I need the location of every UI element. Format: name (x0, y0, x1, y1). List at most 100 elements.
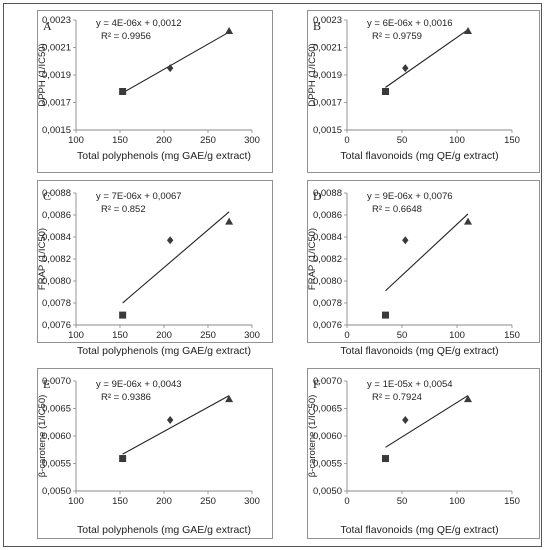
r-squared-label: R² = 0.9759 (372, 31, 422, 42)
y-tick-label: 0,0080 (42, 276, 71, 287)
r-squared-label: R² = 0.852 (101, 204, 146, 215)
trendline (385, 29, 469, 88)
x-axis-title: Total flavonoids (mg QE/g extract) (340, 345, 498, 357)
y-tick-label: 0,0065 (313, 404, 342, 415)
y-tick-label: 0,0019 (313, 70, 342, 81)
data-point-diamond (166, 64, 174, 73)
data-point-diamond (402, 64, 409, 73)
panel-C-frame (37, 180, 273, 343)
r-squared-label: R² = 0.7924 (372, 392, 422, 403)
data-point-square (382, 455, 389, 463)
r-squared-label: R² = 0.9386 (101, 392, 151, 403)
panel-letter: D (313, 189, 322, 203)
x-tick-label: 150 (112, 496, 128, 507)
x-tick-label: 200 (156, 135, 172, 146)
x-tick-label: 0 (344, 135, 349, 146)
y-tick-label: 0,0021 (42, 43, 71, 54)
data-point-diamond (402, 416, 409, 425)
data-point-diamond (402, 236, 409, 245)
y-tick-label: 0,0017 (313, 98, 342, 109)
panel-letter: C (43, 189, 51, 203)
trendline-equation: y = 9E-06x + 0,0076 (367, 191, 453, 202)
x-tick-label: 150 (112, 330, 128, 341)
y-tick-label: 0,0019 (42, 70, 71, 81)
x-tick-label: 100 (449, 496, 465, 507)
y-tick-label: 0,0078 (313, 298, 342, 309)
y-tick-label: 0,0015 (313, 125, 342, 136)
y-tick-label: 0,0076 (313, 320, 342, 331)
y-tick-label: 0,0017 (42, 98, 71, 109)
trendline-equation: y = 9E-06x + 0,0043 (96, 379, 182, 390)
x-tick-label: 100 (68, 330, 84, 341)
y-axis-title: DPPH (1/IC50) (307, 43, 318, 106)
x-axis-title: Total flavonoids (mg QE/g extract) (340, 150, 498, 162)
y-tick-label: 0,0023 (313, 15, 342, 26)
x-tick-label: 300 (244, 135, 260, 146)
x-tick-label: 0 (344, 496, 349, 507)
x-axis-title: Total polyphenols (mg GAE/g extract) (77, 150, 251, 162)
y-tick-label: 0,0070 (313, 376, 342, 387)
panel-letter: E (43, 377, 50, 391)
panel-A-frame (37, 10, 273, 173)
y-tick-label: 0,0050 (313, 486, 342, 497)
x-tick-label: 0 (344, 330, 349, 341)
data-point-triangle (225, 217, 234, 225)
y-axis-title: β-carotene (1/IC50) (307, 395, 318, 478)
x-tick-label: 50 (397, 135, 408, 146)
x-tick-label: 200 (156, 496, 172, 507)
y-tick-label: 0,0086 (313, 210, 342, 221)
x-tick-label: 250 (200, 135, 216, 146)
data-point-triangle (464, 217, 472, 225)
y-tick-label: 0,0065 (42, 404, 71, 415)
y-tick-label: 0,0078 (42, 298, 71, 309)
trendline (122, 31, 230, 94)
y-tick-label: 0,0088 (313, 188, 342, 199)
panel-F-frame (307, 368, 540, 539)
data-point-square (382, 311, 389, 319)
data-point-diamond (166, 236, 174, 245)
y-axis-title: β-carotene (1/IC50) (37, 395, 48, 478)
x-tick-label: 300 (244, 330, 260, 341)
y-tick-label: 0,0082 (42, 254, 71, 265)
panel-B-frame (307, 10, 540, 173)
x-tick-label: 100 (449, 330, 465, 341)
data-point-diamond (166, 416, 174, 425)
trendline (122, 211, 230, 304)
panel-letter: B (313, 19, 321, 33)
panel-D-frame (307, 180, 540, 343)
x-tick-label: 300 (244, 496, 260, 507)
data-point-square (119, 455, 127, 463)
x-tick-label: 100 (449, 135, 465, 146)
y-tick-label: 0,0055 (313, 459, 342, 470)
data-point-square (119, 311, 127, 319)
x-tick-label: 250 (200, 496, 216, 507)
y-tick-label: 0,0076 (42, 320, 71, 331)
y-tick-label: 0,0086 (42, 210, 71, 221)
y-tick-label: 0,0082 (313, 254, 342, 265)
y-axis-title: DPPH (1/IC50) (37, 43, 48, 106)
panel-E-frame (37, 368, 273, 539)
data-point-square (382, 88, 389, 95)
trendline (385, 395, 469, 448)
x-tick-label: 200 (156, 330, 172, 341)
y-tick-label: 0,0015 (42, 125, 71, 136)
y-axis-title: FRAP (1/IC50) (37, 228, 48, 290)
x-tick-label: 150 (504, 496, 520, 507)
x-tick-label: 150 (504, 135, 520, 146)
y-tick-label: 0,0088 (42, 188, 71, 199)
data-point-triangle (225, 27, 234, 34)
x-tick-label: 100 (68, 496, 84, 507)
data-point-triangle (464, 27, 472, 34)
trendline (385, 213, 469, 292)
y-tick-label: 0,0050 (42, 486, 71, 497)
trendline-equation: y = 6E-06x + 0,0016 (367, 18, 453, 29)
trendline-equation: y = 7E-06x + 0,0067 (96, 191, 182, 202)
y-axis-title: FRAP (1/IC50) (307, 228, 318, 290)
x-axis-title: Total polyphenols (mg GAE/g extract) (77, 345, 251, 357)
y-tick-label: 0,0080 (313, 276, 342, 287)
y-tick-label: 0,0055 (42, 459, 71, 470)
x-tick-label: 150 (504, 330, 520, 341)
x-tick-label: 50 (397, 496, 408, 507)
trendline-equation: y = 1E-05x + 0,0054 (367, 379, 453, 390)
